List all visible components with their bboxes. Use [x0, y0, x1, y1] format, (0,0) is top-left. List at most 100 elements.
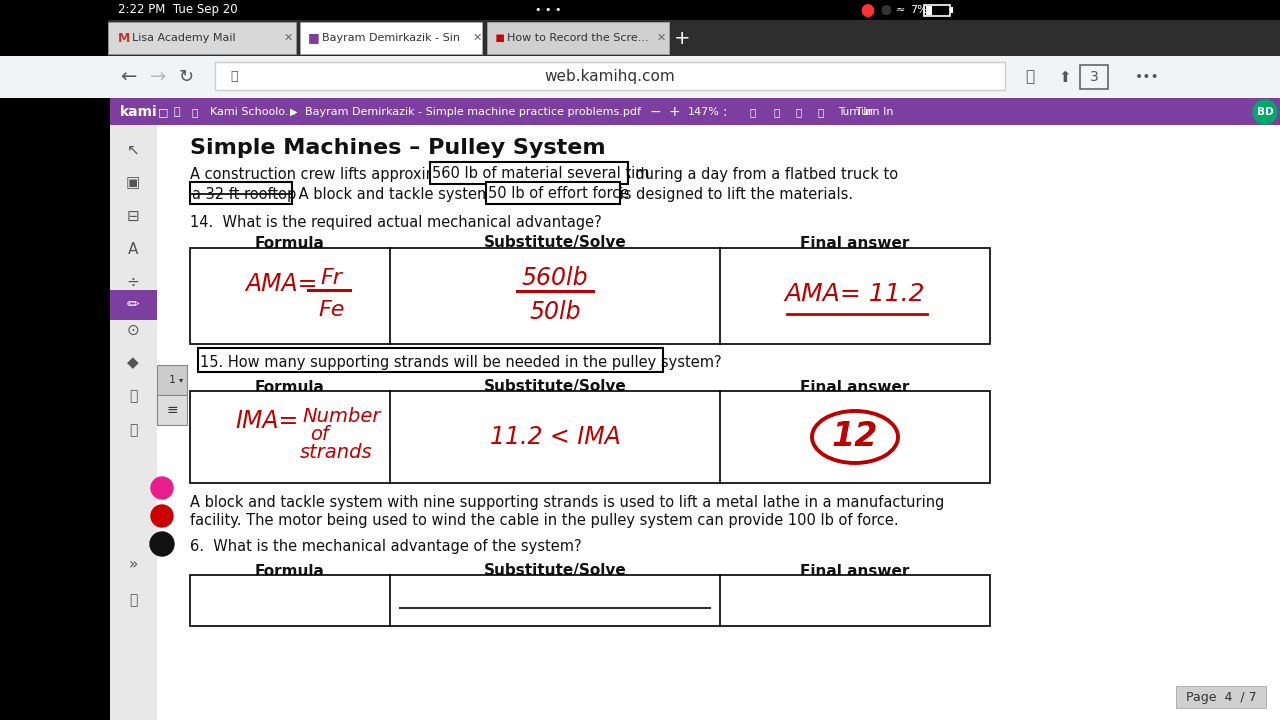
Text: of: of: [310, 425, 329, 444]
Text: Substitute/Solve: Substitute/Solve: [484, 564, 626, 578]
Text: ←: ←: [120, 68, 137, 86]
Bar: [157, 395, 187, 425]
Text: ⊙: ⊙: [127, 323, 140, 338]
Text: ↻: ↻: [179, 68, 195, 86]
Bar: [950, 7, 954, 13]
Text: 🖨: 🖨: [795, 107, 801, 117]
Bar: [924, 5, 950, 16]
Text: »: »: [128, 557, 138, 572]
Text: ⊟: ⊟: [127, 209, 140, 223]
Text: 147%: 147%: [689, 107, 719, 117]
Bar: [215, 62, 1005, 90]
Text: 2:22 PM  Tue Sep 20: 2:22 PM Tue Sep 20: [118, 4, 238, 17]
Text: facility. The motor being used to wind the cable in the pulley system can provid: facility. The motor being used to wind t…: [189, 513, 899, 528]
Text: ↖: ↖: [127, 143, 140, 158]
Text: Turn In: Turn In: [838, 107, 873, 117]
Text: ⬆: ⬆: [1059, 70, 1071, 84]
Text: 🎤: 🎤: [1025, 70, 1034, 84]
Text: ⬤: ⬤: [881, 5, 891, 15]
Text: is designed to lift the materials.: is designed to lift the materials.: [614, 186, 852, 202]
Text: ✕: ✕: [657, 33, 667, 43]
Text: a 32 ft rooftop: a 32 ft rooftop: [192, 186, 296, 202]
Text: 14.  What is the required actual mechanical advantage?: 14. What is the required actual mechanic…: [189, 215, 602, 230]
Text: ✕: ✕: [284, 33, 293, 43]
Text: ■: ■: [308, 32, 320, 45]
Bar: [0, 0, 1280, 20]
Text: A block and tackle system with: A block and tackle system with: [294, 186, 531, 202]
Text: 💧: 💧: [129, 423, 137, 437]
Bar: [0, 20, 108, 56]
Text: :: :: [722, 105, 727, 119]
Text: AMA= 11.2: AMA= 11.2: [785, 282, 925, 306]
Text: Formula: Formula: [255, 379, 325, 395]
Bar: [0, 20, 1280, 56]
Text: 🔍: 🔍: [174, 107, 180, 117]
Bar: [157, 125, 1280, 720]
Text: • • •: • • •: [535, 5, 561, 15]
Text: ÷: ÷: [127, 274, 140, 289]
Text: ◆: ◆: [127, 356, 138, 371]
Text: ⬤: ⬤: [860, 4, 874, 17]
Text: Substitute/Solve: Substitute/Solve: [484, 379, 626, 395]
Text: 📷: 📷: [129, 389, 137, 403]
Bar: [0, 56, 1280, 98]
Circle shape: [151, 505, 173, 527]
Text: How to Record the Scre...: How to Record the Scre...: [507, 33, 649, 43]
Bar: [110, 125, 157, 720]
Bar: [189, 391, 989, 483]
Text: Simple Machines – Pulley System: Simple Machines – Pulley System: [189, 138, 605, 158]
Text: Bayram Demirkazik - Simple machine practice problems.pdf: Bayram Demirkazik - Simple machine pract…: [305, 107, 641, 117]
Text: M: M: [118, 32, 131, 45]
Text: 50 lb of effort force: 50 lb of effort force: [488, 186, 628, 202]
Text: 7%: 7%: [910, 5, 928, 15]
Text: IMA=: IMA=: [236, 409, 298, 433]
Text: ✏: ✏: [127, 297, 140, 312]
Text: A: A: [128, 241, 138, 256]
Bar: [300, 22, 483, 54]
Text: 50lb: 50lb: [529, 300, 581, 324]
Text: AMA=: AMA=: [244, 272, 317, 296]
Text: 🔒: 🔒: [192, 107, 198, 117]
Bar: [925, 6, 932, 15]
Text: ✕: ✕: [474, 33, 483, 43]
Circle shape: [151, 477, 173, 499]
Text: +: +: [675, 29, 690, 48]
Text: ≡: ≡: [166, 403, 178, 417]
Text: BD: BD: [1257, 107, 1274, 117]
Text: kami: kami: [120, 105, 157, 119]
Text: Lisa Academy Mail: Lisa Academy Mail: [132, 33, 236, 43]
Bar: [430, 162, 628, 184]
Text: Bayram Demirkazik - Sin: Bayram Demirkazik - Sin: [323, 33, 460, 43]
Text: Formula: Formula: [255, 235, 325, 251]
Text: Final answer: Final answer: [800, 235, 910, 251]
Text: Fr: Fr: [320, 268, 342, 288]
Text: 12: 12: [832, 420, 878, 454]
Circle shape: [150, 532, 174, 556]
Text: 560lb: 560lb: [522, 266, 589, 290]
Text: Turn In: Turn In: [856, 107, 893, 117]
Text: ▾: ▾: [179, 376, 183, 384]
Text: ≈: ≈: [896, 5, 905, 15]
Text: 🎨: 🎨: [129, 593, 137, 607]
Text: ▣: ▣: [125, 176, 141, 191]
Text: es during a day from a flatbed truck to: es during a day from a flatbed truck to: [613, 166, 897, 181]
Bar: [1176, 686, 1266, 708]
Text: Fe: Fe: [317, 300, 344, 320]
Bar: [108, 22, 296, 54]
Text: 1: 1: [169, 375, 175, 385]
Bar: [110, 290, 157, 320]
Bar: [189, 182, 292, 204]
Bar: [189, 575, 989, 626]
Text: 🗂: 🗂: [750, 107, 756, 117]
Text: 🔗: 🔗: [773, 107, 780, 117]
Bar: [485, 182, 620, 204]
Text: Number: Number: [302, 408, 380, 426]
Circle shape: [1253, 100, 1277, 124]
Text: 🔒: 🔒: [230, 71, 238, 84]
Text: Final answer: Final answer: [800, 564, 910, 578]
Text: Kami Schoolo...: Kami Schoolo...: [210, 107, 296, 117]
Text: web.kamihq.com: web.kamihq.com: [544, 70, 676, 84]
Bar: [157, 365, 187, 395]
Text: A block and tackle system with nine supporting strands is used to lift a metal l: A block and tackle system with nine supp…: [189, 495, 945, 510]
Text: Substitute/Solve: Substitute/Solve: [484, 235, 626, 251]
